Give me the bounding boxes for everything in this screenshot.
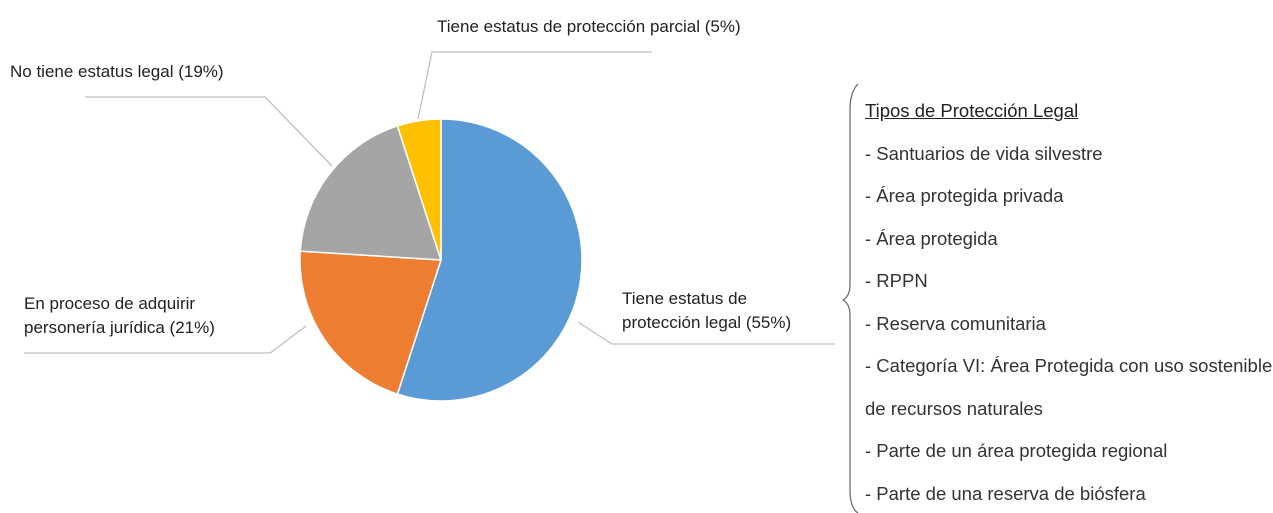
box-item: - Parte de una reserva de biósfera xyxy=(865,482,1146,504)
box-item: - Reserva comunitaria xyxy=(865,312,1046,334)
slice-label-value: (55%) xyxy=(745,313,792,332)
box-item: - Categoría VI: Área Protegida con uso s… xyxy=(865,355,1273,419)
slice-label: Tiene estatus de protección legal (55%) xyxy=(622,287,822,335)
slice-label-name: Tiene estatus de protección legal xyxy=(622,289,748,332)
brace xyxy=(841,83,859,513)
slice-label-value: (19%) xyxy=(178,62,224,81)
box-item: - RPPN xyxy=(865,270,928,291)
pie-slice xyxy=(396,118,583,402)
pie-slice xyxy=(299,124,443,261)
leader-lines xyxy=(24,51,835,354)
leader-line xyxy=(417,51,652,120)
slice-label-name: No tiene estatus legal xyxy=(10,62,174,81)
leader-line xyxy=(577,321,835,345)
box-item: - Parte de un área protegida regional xyxy=(865,440,1168,461)
slice-label: En proceso de adquirir personería jurídi… xyxy=(24,292,274,340)
box-item: - Santuarios de vida silvestre xyxy=(865,142,1103,164)
pie-slice xyxy=(396,118,442,261)
slice-label-value: (21%) xyxy=(169,318,215,337)
box-item: - Área protegida privada xyxy=(865,185,1064,206)
pie-slice xyxy=(299,250,443,396)
slice-label: Tiene estatus de protección parcial (5%) xyxy=(437,15,857,39)
box-item: - Área protegida xyxy=(865,227,998,249)
slice-label-value: (5%) xyxy=(704,17,741,36)
box-title: Tipos de Protección Legal xyxy=(865,100,1079,121)
legal-types-box: Tipos de Protección Legal - Santuarios d… xyxy=(865,90,1273,513)
slice-label-name: En proceso de adquirir personería jurídi… xyxy=(24,294,196,337)
leader-line xyxy=(24,325,307,354)
slice-label-name: Tiene estatus de protección parcial xyxy=(437,17,701,36)
leader-line xyxy=(85,96,333,167)
slice-label: No tiene estatus legal (19%) xyxy=(10,60,410,84)
